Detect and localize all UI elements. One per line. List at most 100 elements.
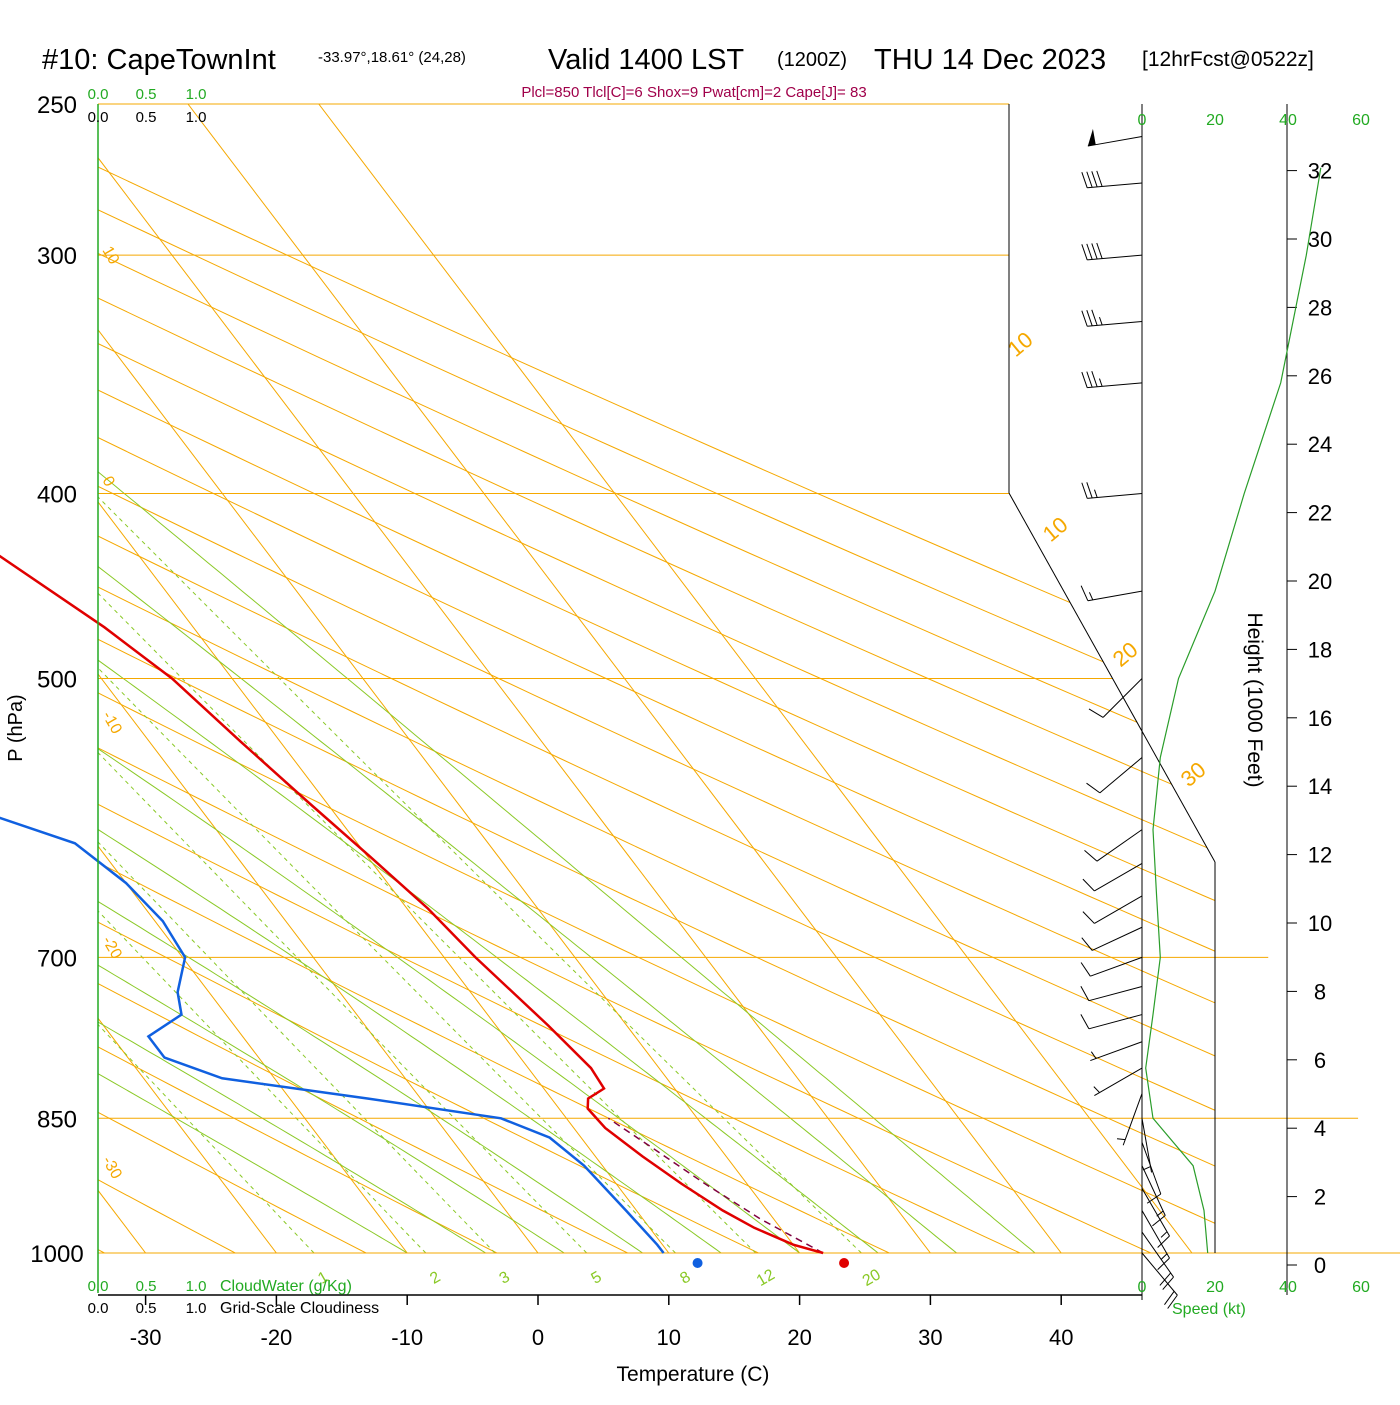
y-tick-label: 300 [37,243,77,270]
cloudiness-tick-top: 1.0 [186,109,207,126]
wind-barb [1090,1041,1143,1062]
cloudwater-tick-bottom: 0.5 [136,1278,157,1295]
isotherm-label: 10 [99,244,123,268]
wind-barb-staff [1141,1231,1174,1278]
wind-barb-half-flag [1088,592,1094,601]
wind-barb [1141,1142,1162,1204]
wind-barb-flag [1082,878,1095,892]
wind-barb-staff [1087,136,1143,147]
wind-barb-pennant [1087,128,1096,147]
wind-barb-flag [1096,170,1103,187]
wind-barb-staff [1102,678,1143,718]
wind-barb-flag [1086,243,1093,260]
wind-barb [1141,1252,1178,1309]
wind-barb-flag [1084,849,1098,862]
wind-barb-staff [1087,320,1143,327]
wind-barb [1084,829,1143,862]
wind-barb-staff [1122,1093,1143,1146]
wind-barb-flag [1162,1276,1174,1290]
dry-adiabat [98,104,1152,1253]
speed-tick-bottom: 0 [1138,1279,1147,1296]
wind-barb-flag [1088,708,1104,718]
isotherm-label: 0 [99,474,118,490]
wind-barb-flag [1082,911,1095,924]
wind-barb-flag [1086,782,1101,794]
height-tick-label: 0 [1314,1253,1326,1278]
wind-barb-flag [1164,1291,1175,1305]
wind-barb-half-flag [1094,489,1098,498]
moist-adiabat [98,104,1036,1253]
wind-barb-flag [1086,310,1093,326]
speed-tick-top: 0 [1138,112,1147,129]
stability-indices: Plcl=850 Tlcl[C]=6 Shox=9 Pwat[cm]=2 Cap… [521,84,866,101]
wind-barb-flag [1157,1257,1170,1270]
dry-adiabat [98,104,1021,1253]
wind-barb-staff [1090,956,1143,977]
speed-tick-top: 40 [1279,112,1297,129]
wind-barb-half-flag [1098,378,1103,387]
dry-adiabat [98,104,628,1253]
x-tick-label: 30 [918,1325,942,1350]
moist-adiabat [98,104,879,1253]
wind-barb-staff [1141,1142,1162,1195]
moist-adiabat [98,104,722,1253]
wind-barb-staff [1094,895,1143,924]
dry-adiabat [98,104,1215,1253]
valid-time: Valid 1400 LST [548,44,744,76]
y-tick-label: 250 [37,92,77,119]
wind-barb-staff [1141,1118,1153,1173]
wind-barb [1080,985,1143,1002]
height-tick-label: 14 [1308,774,1332,799]
wind-barb-staff [1087,182,1143,189]
cloudwater-tick-top: 1.0 [186,86,207,103]
dry-adiabat [98,104,1215,1253]
wind-barb [1088,678,1143,718]
utc-time: (1200Z) [777,49,847,71]
x-tick-label: 40 [1049,1325,1073,1350]
station-title: #10: CapeTownInt [42,44,276,76]
wind-barb-flag [1152,1215,1166,1227]
height-tick-label: 2 [1314,1185,1326,1210]
x-tick-label: 10 [657,1325,681,1350]
axes-layer: -30 -20 -10 0 10 20 30 402503004005007008501000… [30,86,1216,1350]
height-axis-label: Height (1000 Feet) [1243,612,1266,787]
wind-barb [1141,1165,1166,1227]
wind-barb-flag [1080,585,1089,601]
wind-barb [1081,170,1143,189]
cloudwater-label: CloudWater (g/Kg) [220,1278,352,1295]
cloudwater-tick-bottom: 1.0 [186,1278,207,1295]
mixing-ratio-line [98,493,862,1253]
x-tick-label: -10 [391,1325,423,1350]
wind-barb-half-flag [1160,1231,1168,1238]
height-tick-label: 26 [1308,364,1332,389]
moist-adiabat [98,104,800,1253]
speed-tick-bottom: 60 [1352,1279,1370,1296]
wind-barb-flag [1159,1272,1172,1286]
dry-adiabat [98,104,1215,1253]
wind-barb-staff [1091,926,1143,951]
height-tick-label: 24 [1308,432,1332,457]
cloudiness-tick-bottom: 0.0 [88,1300,109,1317]
mixing-ratio-line [98,493,315,1253]
wind-barb-flag [1080,986,1090,1001]
wind-barb [1080,585,1143,602]
wind-barb-staff [1088,985,1143,1002]
wind-barb-half-flag [1098,316,1103,326]
wind-barb [1081,309,1143,327]
mixing-ratio-label: 12 [754,1266,778,1290]
height-tick-label: 12 [1308,843,1332,868]
wind-speed-line [1145,167,1322,1254]
y-tick-label: 500 [37,667,77,694]
cloudwater-tick-top: 0.5 [136,86,157,103]
wind-barb [1081,371,1143,389]
wind-barb [1116,1093,1143,1146]
wind-barb-half-flag [1090,1051,1097,1059]
moist-adiabat [98,104,957,1253]
frame-diagonal [1008,492,1216,863]
isotherm-label: 10 [1003,327,1038,362]
mixing-ratio-label: 2 [427,1268,443,1287]
wind-barb [1080,956,1143,977]
isotherm-line [98,104,277,1253]
